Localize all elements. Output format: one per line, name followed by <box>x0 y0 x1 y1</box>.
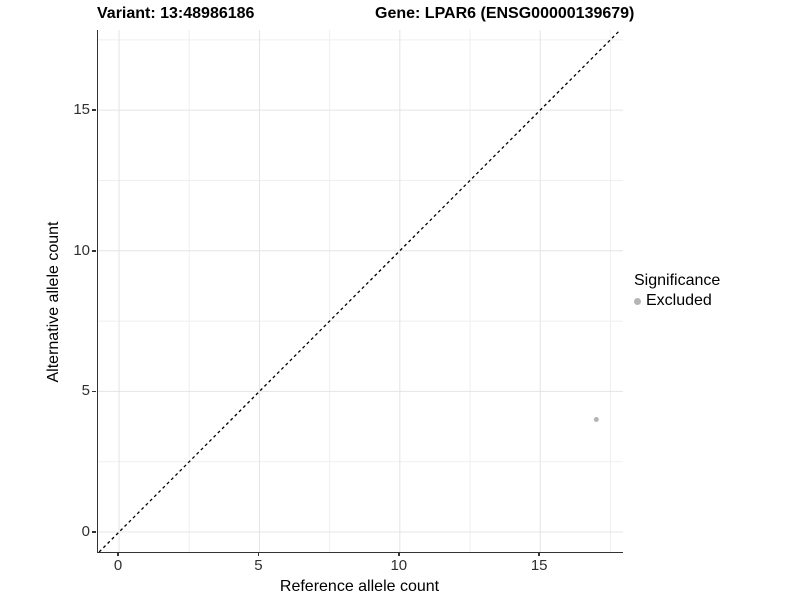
y-tick-label: 0 <box>81 523 90 541</box>
legend: Significance Excluded <box>634 272 720 310</box>
x-axis-title: Reference allele count <box>279 578 440 595</box>
x-tick-label: 15 <box>530 557 548 574</box>
identity-line <box>98 30 621 552</box>
x-tick-mark <box>538 552 540 556</box>
chart-canvas <box>98 30 623 552</box>
x-tick-mark <box>257 552 260 556</box>
x-tick-mark <box>398 552 400 556</box>
y-tick-label: 15 <box>73 101 90 119</box>
y-tick-label: 10 <box>73 241 90 259</box>
y-axis-title: Alternative allele count <box>45 221 62 383</box>
excluded-point-icon <box>634 297 641 305</box>
legend-item-label: Excluded <box>646 292 712 309</box>
gene-title: Gene: LPAR6 (ENSG00000139679) <box>375 5 635 22</box>
plot-panel <box>97 30 623 553</box>
y-tick-mark <box>92 390 96 393</box>
x-tick-mark <box>117 552 119 556</box>
x-tick-label: 5 <box>254 557 263 574</box>
legend-item-excluded: Excluded <box>634 292 720 310</box>
y-tick-mark <box>92 250 96 252</box>
legend-title: Significance <box>634 272 721 289</box>
x-tick-label: 10 <box>390 557 408 574</box>
y-tick-label: 5 <box>81 382 90 400</box>
data-point <box>593 417 599 423</box>
y-tick-mark <box>92 109 96 111</box>
variant-title: Variant: 13:48986186 <box>97 5 255 22</box>
y-tick-mark <box>92 531 96 533</box>
x-tick-label: 0 <box>113 557 123 574</box>
